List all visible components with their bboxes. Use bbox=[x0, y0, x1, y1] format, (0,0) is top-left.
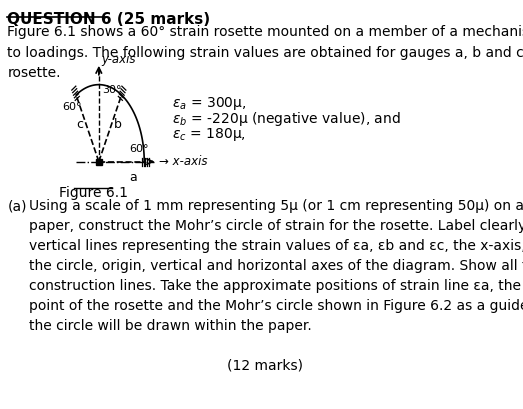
Text: $\varepsilon_b$ = -220μ (negative value), and: $\varepsilon_b$ = -220μ (negative value)… bbox=[172, 110, 400, 128]
Text: y-axis: y-axis bbox=[101, 53, 135, 66]
Text: Using a scale of 1 mm representing 5μ (or 1 cm representing 50μ) on a graph
pape: Using a scale of 1 mm representing 5μ (o… bbox=[29, 199, 523, 333]
Text: 30°: 30° bbox=[103, 85, 122, 94]
Text: Figure 6.1: Figure 6.1 bbox=[59, 186, 128, 200]
Text: a: a bbox=[130, 171, 138, 184]
Text: $\varepsilon_a$ = 300μ,: $\varepsilon_a$ = 300μ, bbox=[172, 94, 246, 112]
Text: (12 marks): (12 marks) bbox=[226, 359, 303, 373]
Text: c: c bbox=[76, 119, 84, 131]
Text: (a): (a) bbox=[7, 199, 27, 213]
Text: QUESTION 6 (25 marks): QUESTION 6 (25 marks) bbox=[7, 11, 211, 27]
Text: 60°: 60° bbox=[129, 144, 149, 154]
Text: → x-axis: → x-axis bbox=[159, 155, 207, 168]
Text: b: b bbox=[114, 119, 122, 131]
Text: $\varepsilon_c$ = 180μ,: $\varepsilon_c$ = 180μ, bbox=[172, 126, 246, 143]
Text: 60°: 60° bbox=[63, 102, 82, 112]
Text: Figure 6.1 shows a 60° strain rosette mounted on a member of a mechanism, subjec: Figure 6.1 shows a 60° strain rosette mo… bbox=[7, 25, 523, 80]
